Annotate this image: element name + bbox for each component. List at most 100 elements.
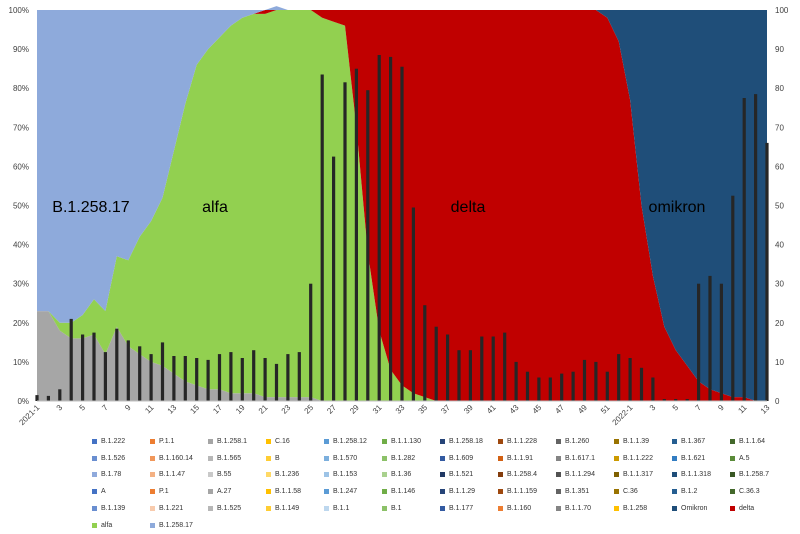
bar [628,358,632,401]
area-annotations: B.1.258.17 alfa delta omikron [52,199,705,216]
bar [617,354,621,401]
legend-item: B.1.139 [92,505,150,512]
legend-item: B.1.609 [440,455,498,462]
bar [172,356,176,401]
legend-item: B.1.1.228 [498,438,556,445]
legend-swatch [672,506,677,512]
chart: 0% 10% 20% 30% 40% 50% 60% 70% 80% 90% 100% 0 10 20 3… [9,6,789,427]
legend-swatch [92,506,97,512]
legend-item: B.1.247 [324,488,382,495]
legend-row: B.1.526 B.1.160.14 B.1.565 B B.1.570 B.1.282 B… [92,450,792,467]
legend-item: B.1.282 [382,455,440,462]
annotation-label: B.1.258.17 [52,199,130,216]
legend-item: B.1.351 [556,488,614,495]
legend-label: B.1.247 [333,488,358,496]
x-tick-label: 29 [348,403,361,416]
x-tick-label: 33 [394,403,407,416]
bar [491,336,495,401]
bar [309,283,313,401]
left-tick-label: 40% [13,241,29,250]
legend-swatch [266,438,271,444]
legend-row: B.1.222 P.1.1 B.1.258.1 C.16 B.1.258.12 B.1.1… [92,433,792,450]
left-tick-label: 80% [13,84,29,93]
legend-label: C.16 [275,437,290,445]
bar [400,66,404,401]
legend-label: B.1.1.70 [565,505,592,513]
right-tick-label: 50 [775,202,784,211]
legend-item: B.55 [208,471,266,478]
legend-item: B.1.149 [266,505,324,512]
legend-item: B.1.1.29 [440,488,498,495]
bar [731,195,735,401]
bar [195,358,199,401]
bar [92,332,96,401]
legend-label: B.1.282 [391,454,416,462]
bar [605,371,609,401]
bar [662,399,666,401]
legend-item: B.1.1.47 [150,471,208,478]
legend-label: A.5 [739,454,750,462]
legend-swatch [730,455,735,461]
legend-item: B.1.1.318 [672,471,730,478]
legend-item: B.1.521 [440,471,498,478]
legend-item: C.36 [614,488,672,495]
bar [423,305,427,401]
legend-item: B.1.258.4 [498,471,556,478]
legend-item: B.1.617.1 [556,455,614,462]
legend-item: delta [730,505,788,512]
legend-swatch [208,489,213,495]
legend-label: delta [739,505,755,513]
annotation-label: alfa [202,199,228,216]
bar [115,328,119,401]
bar [126,340,130,401]
legend-item: B.1.525 [208,505,266,512]
bar [537,377,541,401]
bar [719,283,723,401]
legend-swatch [382,455,387,461]
bar [58,389,62,401]
legend-item: B.1.78 [92,471,150,478]
legend-swatch [266,506,271,512]
legend-label: B [275,454,280,462]
bar [206,359,210,401]
right-tick-label: 0 [775,397,780,406]
legend-label: B.1.260 [565,437,590,445]
area-series-0 [37,311,767,401]
legend-label: B.1 [391,505,402,513]
legend-label: B.55 [217,471,232,479]
right-tick-label: 10 [775,358,784,367]
legend-item: A.27 [208,488,266,495]
bar [754,94,758,401]
x-tick-label: 5 [671,403,681,413]
bar [582,359,587,401]
legend-label: B.1.525 [217,505,242,513]
legend-item: Omikron [672,505,730,512]
legend-swatch [92,438,97,444]
legend-label: B.1.258.7 [739,471,769,479]
legend-swatch [324,489,329,495]
legend-label: alfa [101,521,113,529]
legend-label: P.1.1 [159,437,175,445]
bar [742,98,746,401]
legend-swatch [324,506,329,512]
legend-item: P.1.1 [150,438,208,445]
legend-swatch [382,472,387,478]
right-tick-label: 40 [775,241,784,250]
left-tick-label: 0% [17,397,29,406]
bar [594,361,598,401]
legend-label: B.1.565 [217,454,242,462]
bar [354,68,358,401]
legend-swatch [498,455,503,461]
right-tick-label: 20 [775,319,784,328]
legend-swatch [614,438,619,444]
legend-swatch [614,455,619,461]
legend-label: B.1.367 [681,437,706,445]
legend-item: B.1.146 [382,488,440,495]
legend-label: A.27 [217,488,232,496]
legend-label: B.1.351 [565,488,590,496]
legend-label: B.1.1.159 [507,488,537,496]
x-tick-label: 11 [143,403,156,416]
legend-item: B.1.1.159 [498,488,556,495]
legend-swatch [614,472,619,478]
legend-label: P.1 [159,488,169,496]
